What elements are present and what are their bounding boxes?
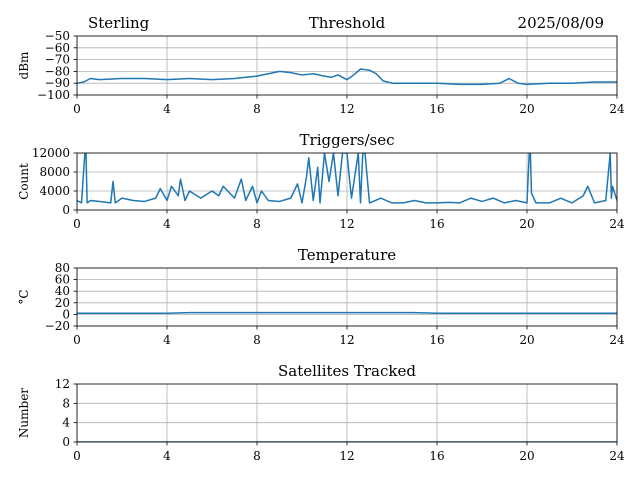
temperature-y-tick-label: 60 (55, 273, 70, 287)
threshold-y-tick-label: −60 (45, 41, 70, 55)
triggers-sec-x-tick-label: 12 (339, 217, 354, 231)
satellites-tracked-panel: 0 4 8 12 16 20 24 0 4 8 12 Satellites Tracked Number (17, 362, 625, 463)
temperature-y-tick-label: −20 (45, 319, 70, 333)
temperature-x-tick-label: 0 (73, 333, 81, 347)
temperature-x-tick-label: 12 (339, 333, 354, 347)
report-date: 2025/08/09 (518, 14, 604, 32)
threshold-title: Threshold (309, 14, 386, 32)
triggers-sec-series-line (77, 153, 617, 204)
threshold-x-tick-label: 24 (609, 102, 625, 116)
temperature-title: Temperature (298, 246, 396, 264)
threshold-x-tick-label: 12 (339, 102, 354, 116)
triggers-sec-y-tick-label: 12000 (32, 146, 70, 160)
temperature-y-tick-label: 40 (55, 284, 70, 298)
threshold-x-tick-label: 4 (163, 102, 171, 116)
temperature-x-tick-label: 16 (429, 333, 444, 347)
temperature-x-tick-label: 24 (609, 333, 625, 347)
triggers-sec-panel: 0 4 8 12 16 20 24 0 4000 8000 12000 Triggers/sec Cou… (17, 131, 625, 231)
chart-panels: 0 4 8 12 16 20 24 −100−90−80−70−60−50 Threshold d… (17, 14, 625, 463)
triggers-sec-y-axis-label: Count (17, 163, 31, 200)
triggers-sec-x-tick-label: 20 (519, 217, 534, 231)
threshold-y-tick-label: −70 (45, 53, 70, 67)
satellites-tracked-x-tick-label: 24 (609, 449, 625, 463)
temperature-y-tick-label: 20 (55, 296, 70, 310)
satellites-tracked-y-tick-label: 12 (55, 377, 70, 391)
temperature-y-tick-label: 0 (62, 307, 70, 321)
threshold-y-tick-label: −50 (45, 29, 70, 43)
threshold-panel: 0 4 8 12 16 20 24 −100−90−80−70−60−50 Threshold d… (17, 14, 625, 116)
satellites-tracked-y-tick-label: 8 (62, 396, 70, 410)
satellites-tracked-x-tick-label: 4 (163, 449, 171, 463)
threshold-series-line (77, 68, 617, 86)
satellites-tracked-y-tick-label: 4 (62, 416, 70, 430)
satellites-tracked-axes-frame (76, 383, 618, 443)
threshold-y-tick-label: −80 (45, 64, 70, 78)
satellites-tracked-x-tick-label: 16 (429, 449, 444, 463)
threshold-x-tick-label: 8 (253, 102, 261, 116)
triggers-sec-x-tick-label: 0 (73, 217, 81, 231)
temperature-x-tick-label: 20 (519, 333, 534, 347)
temperature-x-tick-label: 8 (253, 333, 261, 347)
satellites-tracked-x-tick-label: 0 (73, 449, 81, 463)
satellites-tracked-x-tick-label: 20 (519, 449, 534, 463)
triggers-sec-axes-frame (76, 152, 618, 211)
satellites-tracked-y-axis-label: Number (17, 388, 31, 438)
threshold-axes-frame (76, 35, 618, 96)
triggers-sec-x-tick-label: 16 (429, 217, 444, 231)
satellites-tracked-x-tick-label: 8 (253, 449, 261, 463)
triggers-sec-y-tick-label: 0 (62, 203, 70, 217)
threshold-y-tick-label: −90 (45, 76, 70, 90)
triggers-sec-y-tick-label: 4000 (39, 184, 70, 198)
threshold-x-tick-label: 20 (519, 102, 534, 116)
triggers-sec-x-tick-label: 8 (253, 217, 261, 231)
triggers-sec-x-tick-label: 24 (609, 217, 625, 231)
temperature-y-tick-label: 80 (55, 261, 70, 275)
station-name: Sterling (88, 14, 150, 32)
temperature-axes-frame (76, 267, 618, 327)
satellites-tracked-y-tick-label: 0 (62, 435, 70, 449)
temperature-series-line (77, 311, 617, 314)
threshold-x-tick-label: 0 (73, 102, 81, 116)
threshold-y-axis-label: dBm (17, 51, 31, 80)
threshold-y-tick-label: −100 (37, 88, 70, 102)
triggers-sec-title: Triggers/sec (300, 131, 395, 149)
satellites-tracked-x-tick-label: 12 (339, 449, 354, 463)
triggers-sec-x-tick-label: 4 (163, 217, 171, 231)
satellites-tracked-title: Satellites Tracked (278, 362, 416, 380)
triggers-sec-y-tick-label: 8000 (39, 165, 70, 179)
threshold-x-tick-label: 16 (429, 102, 444, 116)
temperature-x-tick-label: 4 (163, 333, 171, 347)
temperature-y-axis-label: °C (17, 289, 31, 304)
